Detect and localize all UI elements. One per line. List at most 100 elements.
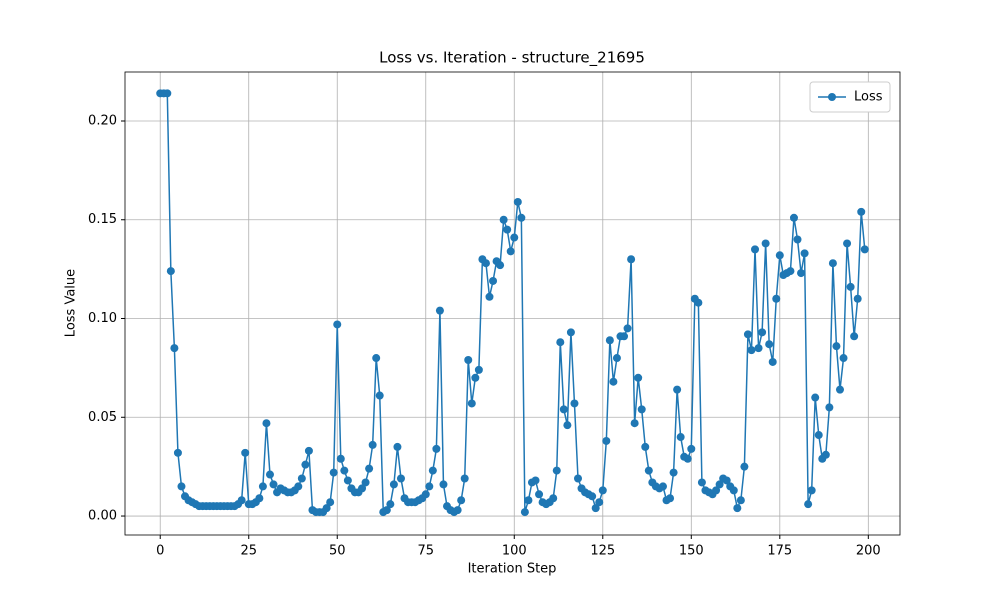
data-point	[428, 466, 437, 475]
y-tick-label: 0.00	[88, 509, 117, 524]
x-tick-label: 100	[502, 544, 527, 559]
data-point	[340, 466, 349, 475]
data-point	[743, 330, 752, 339]
data-point	[513, 197, 522, 206]
data-point	[644, 466, 653, 475]
data-point	[843, 239, 852, 248]
data-point	[821, 450, 830, 459]
data-point	[471, 373, 480, 382]
data-point	[846, 282, 855, 291]
data-point	[255, 494, 264, 503]
data-point	[839, 354, 848, 363]
data-point	[559, 405, 568, 414]
x-axis-label: Iteration Step	[468, 562, 557, 577]
data-point	[173, 448, 182, 457]
y-tick-label: 0.20	[88, 113, 117, 128]
data-point	[800, 249, 809, 258]
data-point	[623, 324, 632, 333]
x-tick-label: 150	[679, 544, 704, 559]
data-point	[322, 504, 331, 513]
data-point	[860, 245, 869, 254]
data-point	[549, 494, 558, 503]
data-point	[241, 448, 250, 457]
data-point	[793, 235, 802, 244]
data-point	[368, 440, 377, 449]
data-point	[733, 504, 742, 513]
data-point	[758, 328, 767, 337]
x-tick-label: 125	[590, 544, 615, 559]
data-point	[375, 391, 384, 400]
data-point	[556, 338, 565, 347]
data-point	[163, 89, 172, 98]
data-point	[297, 474, 306, 483]
data-point	[421, 490, 430, 499]
data-point	[736, 496, 745, 505]
data-point	[573, 474, 582, 483]
x-tick-label: 200	[856, 544, 881, 559]
data-point	[634, 373, 643, 382]
data-point	[520, 508, 529, 517]
data-point	[170, 344, 179, 353]
data-point	[605, 336, 614, 345]
data-point	[333, 320, 342, 329]
data-point	[768, 357, 777, 366]
data-point	[439, 480, 448, 489]
data-point	[814, 431, 823, 440]
legend-label: Loss	[854, 90, 883, 105]
data-point	[676, 433, 685, 442]
data-point	[740, 462, 749, 471]
data-point	[804, 500, 813, 509]
data-point	[835, 385, 844, 394]
x-tick-label: 50	[329, 544, 346, 559]
data-point	[361, 478, 370, 487]
data-point	[747, 346, 756, 355]
data-point	[666, 494, 675, 503]
data-point	[775, 251, 784, 260]
data-point	[269, 480, 278, 489]
data-point	[372, 354, 381, 363]
data-point	[694, 298, 703, 307]
data-point	[474, 365, 483, 374]
data-point	[166, 267, 175, 276]
plot-frame	[124, 71, 901, 536]
data-point	[673, 385, 682, 394]
data-point	[627, 255, 636, 264]
data-point	[722, 476, 731, 485]
data-point	[467, 399, 476, 408]
data-point	[669, 468, 678, 477]
data-point	[598, 486, 607, 495]
data-point	[503, 225, 512, 234]
data-point	[602, 436, 611, 445]
data-point	[524, 496, 533, 505]
data-point	[457, 496, 466, 505]
data-point	[591, 504, 600, 513]
data-point	[365, 464, 374, 473]
legend-box	[809, 81, 891, 113]
data-point	[496, 261, 505, 270]
data-point	[765, 340, 774, 349]
data-point	[857, 207, 866, 216]
data-point	[712, 486, 721, 495]
data-point	[687, 444, 696, 453]
data-point	[425, 482, 434, 491]
data-point	[510, 233, 519, 242]
data-point	[499, 215, 508, 224]
data-point	[683, 454, 692, 463]
y-tick-label: 0.05	[88, 410, 117, 425]
data-point	[609, 377, 618, 386]
data-point	[258, 482, 267, 491]
data-point	[853, 294, 862, 303]
data-point	[464, 355, 473, 364]
data-point	[506, 247, 515, 256]
data-point	[393, 442, 402, 451]
data-point	[389, 480, 398, 489]
data-point	[832, 342, 841, 351]
data-point	[552, 466, 561, 475]
data-point	[294, 482, 303, 491]
data-point	[620, 332, 629, 341]
y-tick-label: 0.15	[88, 212, 117, 227]
data-point	[517, 213, 526, 222]
data-point	[729, 486, 738, 495]
data-point	[715, 480, 724, 489]
